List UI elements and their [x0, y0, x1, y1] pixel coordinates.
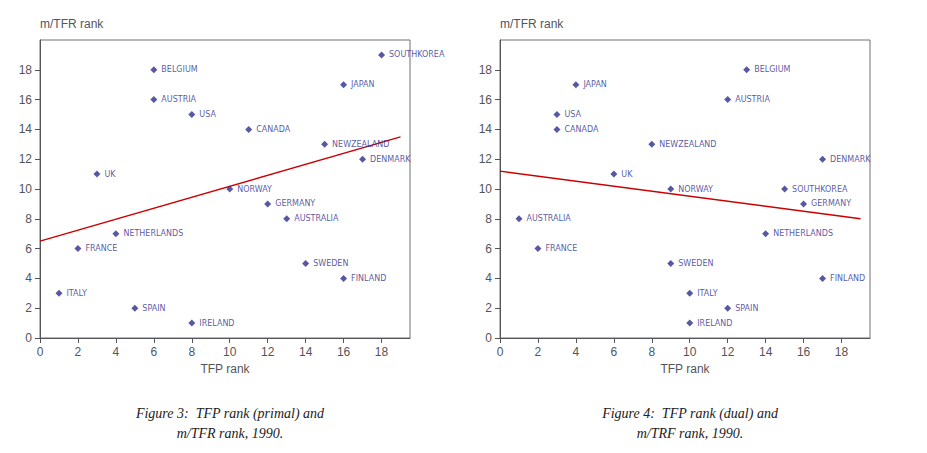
svg-text:8: 8 — [485, 212, 492, 226]
svg-text:0: 0 — [37, 345, 44, 359]
svg-text:10: 10 — [479, 182, 493, 196]
svg-text:GERMANY: GERMANY — [811, 199, 851, 208]
svg-text:AUSTRIA: AUSTRIA — [735, 95, 770, 104]
svg-text:16: 16 — [797, 345, 811, 359]
svg-text:18: 18 — [835, 345, 849, 359]
svg-text:0: 0 — [25, 331, 32, 345]
svg-text:10: 10 — [223, 345, 237, 359]
svg-text:0: 0 — [497, 345, 504, 359]
svg-text:AUSTRALIA: AUSTRALIA — [294, 214, 339, 223]
svg-text:14: 14 — [759, 345, 773, 359]
svg-text:4: 4 — [25, 271, 32, 285]
svg-text:8: 8 — [188, 345, 195, 359]
svg-text:SOUTHKOREA: SOUTHKOREA — [792, 185, 848, 194]
svg-text:16: 16 — [479, 93, 493, 107]
svg-text:SWEDEN: SWEDEN — [313, 259, 348, 268]
svg-text:FINLAND: FINLAND — [351, 274, 386, 283]
svg-text:16: 16 — [337, 345, 351, 359]
svg-text:8: 8 — [25, 212, 32, 226]
svg-text:16: 16 — [19, 93, 33, 107]
svg-text:AUSTRIA: AUSTRIA — [161, 95, 196, 104]
svg-text:2: 2 — [75, 345, 82, 359]
svg-text:m/TFR rank: m/TFR rank — [500, 17, 564, 31]
svg-text:8: 8 — [648, 345, 655, 359]
svg-text:GERMANY: GERMANY — [275, 199, 315, 208]
svg-text:m/TFR rank: m/TFR rank — [40, 17, 104, 31]
svg-text:AUSTRALIA: AUSTRALIA — [526, 214, 571, 223]
svg-text:2: 2 — [485, 301, 492, 315]
svg-text:NORWAY: NORWAY — [237, 185, 272, 194]
svg-text:JAPAN: JAPAN — [350, 80, 374, 89]
svg-text:SPAIN: SPAIN — [142, 304, 165, 313]
svg-text:CANADA: CANADA — [564, 125, 599, 134]
svg-text:NORWAY: NORWAY — [678, 185, 713, 194]
svg-text:12: 12 — [261, 345, 275, 359]
svg-text:6: 6 — [151, 345, 158, 359]
svg-text:FRANCE: FRANCE — [545, 244, 577, 253]
svg-text:JAPAN: JAPAN — [582, 80, 606, 89]
svg-text:FRANCE: FRANCE — [85, 244, 117, 253]
svg-text:0: 0 — [485, 331, 492, 345]
svg-text:TFP rank: TFP rank — [200, 362, 250, 376]
svg-text:18: 18 — [375, 345, 389, 359]
svg-text:14: 14 — [479, 122, 493, 136]
svg-text:TFP rank: TFP rank — [660, 362, 710, 376]
svg-text:NEWZEALAND: NEWZEALAND — [332, 140, 389, 149]
svg-text:USA: USA — [564, 110, 581, 119]
svg-text:4: 4 — [573, 345, 580, 359]
svg-text:IRELAND: IRELAND — [697, 319, 732, 328]
svg-text:4: 4 — [113, 345, 120, 359]
svg-text:Figure 4: TFP rank (dual) and: Figure 4: TFP rank (dual) and — [601, 406, 779, 422]
svg-text:6: 6 — [485, 242, 492, 256]
svg-text:UK: UK — [104, 170, 116, 179]
svg-text:SPAIN: SPAIN — [735, 304, 758, 313]
svg-text:14: 14 — [299, 345, 313, 359]
svg-text:NETHERLANDS: NETHERLANDS — [773, 229, 833, 238]
svg-text:ITALY: ITALY — [697, 289, 717, 298]
svg-text:6: 6 — [611, 345, 618, 359]
svg-text:IRELAND: IRELAND — [199, 319, 234, 328]
svg-text:m/TRF rank, 1990.: m/TRF rank, 1990. — [637, 426, 744, 441]
svg-text:SWEDEN: SWEDEN — [678, 259, 713, 268]
svg-text:4: 4 — [485, 271, 492, 285]
svg-text:NETHERLANDS: NETHERLANDS — [123, 229, 183, 238]
svg-text:CANADA: CANADA — [256, 125, 291, 134]
svg-text:6: 6 — [25, 242, 32, 256]
svg-text:12: 12 — [479, 152, 493, 166]
svg-text:NEWZEALAND: NEWZEALAND — [659, 140, 716, 149]
svg-text:BELGIUM: BELGIUM — [754, 65, 790, 74]
svg-text:18: 18 — [479, 63, 493, 77]
svg-text:12: 12 — [19, 152, 33, 166]
svg-text:18: 18 — [19, 63, 33, 77]
svg-text:ITALY: ITALY — [66, 289, 86, 298]
svg-text:UK: UK — [621, 170, 633, 179]
svg-text:14: 14 — [19, 122, 33, 136]
svg-text:10: 10 — [683, 345, 697, 359]
svg-text:m/TFR rank, 1990.: m/TFR rank, 1990. — [177, 426, 284, 441]
svg-text:DENMARK: DENMARK — [830, 155, 871, 164]
svg-text:USA: USA — [199, 110, 216, 119]
svg-text:2: 2 — [25, 301, 32, 315]
svg-text:DENMARK: DENMARK — [370, 155, 411, 164]
svg-text:10: 10 — [19, 182, 33, 196]
svg-text:SOUTHKOREA: SOUTHKOREA — [389, 50, 445, 59]
svg-text:12: 12 — [721, 345, 735, 359]
svg-text:Figure 3: TFP rank (primal) a: Figure 3: TFP rank (primal) and — [135, 406, 325, 422]
svg-text:BELGIUM: BELGIUM — [161, 65, 197, 74]
svg-text:2: 2 — [535, 345, 542, 359]
svg-text:FINLAND: FINLAND — [830, 274, 865, 283]
